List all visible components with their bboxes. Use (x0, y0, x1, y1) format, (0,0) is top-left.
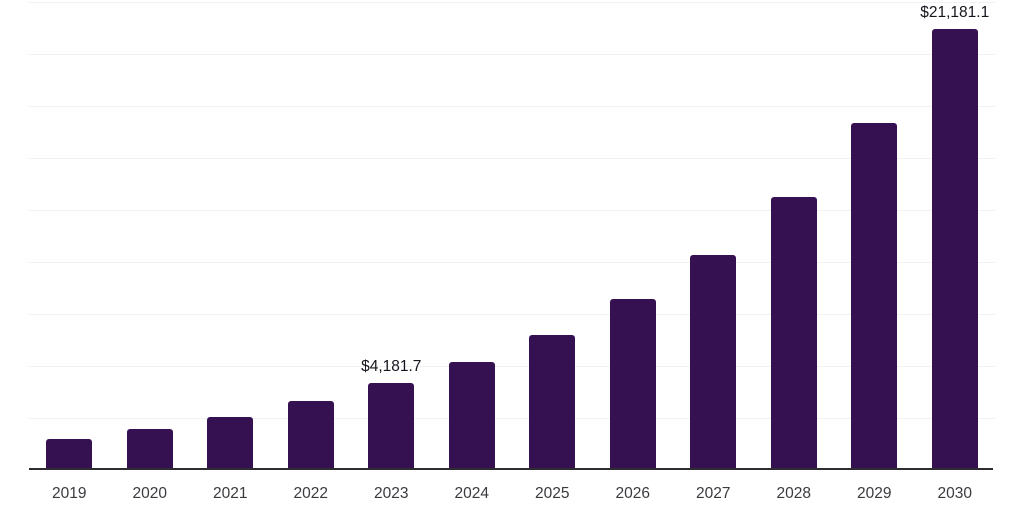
gridline-10000 (29, 262, 995, 263)
bar-2030 (931, 29, 978, 470)
gridline-7500 (29, 314, 995, 315)
bar-slot-2022 (271, 2, 352, 470)
gridline-2500 (29, 418, 995, 419)
bar-slot-2029 (834, 2, 915, 470)
x-tick-label-2021: 2021 (213, 485, 248, 502)
bar-2029 (851, 122, 898, 470)
bar-2021 (207, 416, 254, 470)
bar-slot-2028 (754, 2, 835, 470)
gridline-17500 (29, 106, 995, 107)
bar-slot-2024 (432, 2, 513, 470)
bar-slot-2030: $21,181.1 (915, 2, 996, 470)
x-tick-label-2023: 2023 (374, 485, 409, 502)
x-tick-label-2024: 2024 (454, 485, 489, 502)
bar-slot-2027 (673, 2, 754, 470)
x-axis-labels: 2019 2020 2021 2022 2023 2024 2025 2026 2027 2028… (29, 485, 995, 505)
x-tick-label-2022: 2022 (293, 485, 328, 502)
bar-2025 (529, 335, 576, 470)
bar-2027 (690, 254, 737, 470)
bar-slot-2026 (593, 2, 674, 470)
bar-slot-2025 (512, 2, 593, 470)
x-tick-label-2025: 2025 (535, 485, 570, 502)
x-tick-label-2028: 2028 (776, 485, 811, 502)
gridline-22500 (29, 2, 995, 3)
bar-2019 (46, 438, 93, 470)
gridline-12500 (29, 210, 995, 211)
x-tick-label-2019: 2019 (52, 485, 87, 502)
x-tick-label-2027: 2027 (696, 485, 731, 502)
bar-2024 (448, 362, 495, 470)
bar-2026 (609, 298, 656, 470)
bar-slot-2021 (190, 2, 271, 470)
bar-slot-2020 (110, 2, 191, 470)
bar-slot-2023: $4,181.7 (351, 2, 432, 470)
plot-area: $4,181.7 $21,181.1 (29, 2, 995, 470)
gridline-5000 (29, 366, 995, 367)
x-tick-label-2026: 2026 (615, 485, 650, 502)
bar-2028 (770, 196, 817, 470)
x-tick-label-2030: 2030 (937, 485, 972, 502)
x-tick-label-2020: 2020 (132, 485, 167, 502)
bar-2022 (287, 401, 334, 470)
x-axis-line (29, 468, 993, 470)
bar-2023 (368, 383, 415, 470)
x-tick-label-2029: 2029 (857, 485, 892, 502)
bar-2020 (126, 428, 173, 470)
gridline-15000 (29, 158, 995, 159)
value-label-2030: $21,181.1 (920, 3, 990, 21)
value-label-2023: $4,181.7 (361, 357, 422, 375)
bar-slot-2019 (29, 2, 110, 470)
gridline-20000 (29, 54, 995, 55)
